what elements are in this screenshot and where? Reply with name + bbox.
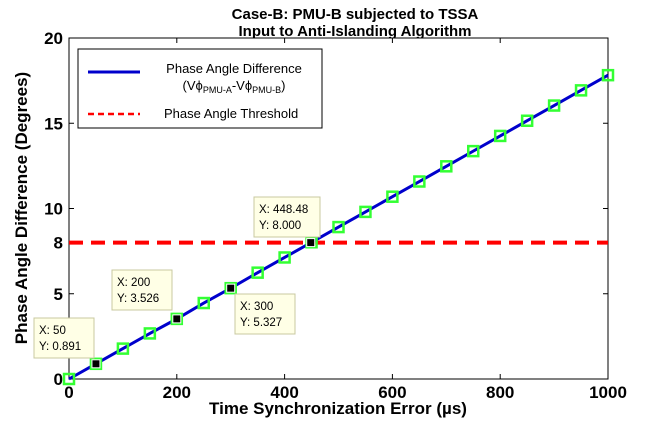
legend-label-phase-diff: Phase Angle Difference xyxy=(166,61,302,76)
data-point-marker xyxy=(359,205,372,219)
data-point-marker xyxy=(224,281,237,295)
data-point-marker xyxy=(520,114,534,127)
data-point-marker xyxy=(197,296,210,310)
x-tick-label: 400 xyxy=(270,383,298,402)
data-point-marker xyxy=(116,342,130,355)
legend-formula-suffix: ) xyxy=(281,78,285,93)
datatip-x-text: X: 200 xyxy=(117,277,150,289)
data-point-marker xyxy=(251,266,264,279)
x-tick-label: 800 xyxy=(486,383,514,402)
datatip-point xyxy=(91,359,101,369)
x-tick-label: 600 xyxy=(378,383,406,402)
data-point-marker xyxy=(278,251,291,264)
datatip-x-text: X: 448.48 xyxy=(259,204,308,216)
data-point-marker xyxy=(62,372,76,386)
legend-formula-sub-b: PMU-B xyxy=(252,85,281,95)
y-tick-label: 5 xyxy=(54,285,63,304)
data-point-marker xyxy=(493,129,507,143)
data-point-marker xyxy=(467,144,480,158)
datatips: X: 50 Y: 0.891 X: 200 Y: 3.526 X: 300 Y: 5.32… xyxy=(33,196,321,369)
phase-diff-line xyxy=(68,73,609,381)
y-tick-label: 8 xyxy=(54,234,63,253)
datatip-point xyxy=(172,314,182,324)
series-layer xyxy=(62,68,615,386)
x-tick-label: 200 xyxy=(163,383,191,402)
datatip-point xyxy=(306,238,316,248)
legend-label-formula: (VϕPMU-A-VϕPMU-B) xyxy=(183,78,286,95)
data-point-marker xyxy=(143,327,157,340)
datatip-y-text: Y: 3.526 xyxy=(117,293,159,305)
legend-formula-sub-a: PMU-A xyxy=(203,85,232,95)
datatip-x-text: X: 50 xyxy=(39,325,66,337)
datatip-box xyxy=(33,317,95,359)
y-tick-label: 10 xyxy=(44,200,63,219)
data-point-marker xyxy=(574,84,588,97)
datatip-y-text: Y: 0.891 xyxy=(39,341,81,353)
datatip-box xyxy=(253,196,321,238)
y-axis-label: Phase Angle Difference (Degrees) xyxy=(12,72,31,344)
data-point-marker xyxy=(89,357,103,371)
data-point-marker xyxy=(440,160,453,173)
datatip-point xyxy=(226,283,236,293)
chart-subtitle: Input to Anti-Islanding Algorithm xyxy=(238,23,471,40)
legend: Phase Angle Difference (VϕPMU-A-VϕPMU-B)… xyxy=(77,48,323,129)
data-point-marker xyxy=(601,68,615,82)
y-tick-label: 20 xyxy=(44,29,63,48)
y-tick-label: 15 xyxy=(44,114,63,133)
y-tick-label: 0 xyxy=(54,370,63,389)
legend-label-threshold: Phase Angle Threshold xyxy=(164,106,298,121)
datatip-y-text: Y: 5.327 xyxy=(240,317,282,329)
datatip-box xyxy=(111,269,173,311)
data-point-marker xyxy=(386,190,399,203)
legend-formula-mid: -Vϕ xyxy=(232,78,252,93)
datatip-x-text: X: 300 xyxy=(240,301,273,313)
x-tick-label: 0 xyxy=(64,383,73,402)
legend-formula-prefix: (Vϕ xyxy=(183,78,203,93)
data-point-marker xyxy=(413,175,426,188)
x-tick-label: 1000 xyxy=(589,383,627,402)
x-axis-label: Time Synchronization Error (µs) xyxy=(209,399,467,418)
x-ticks: 0 200 400 600 800 1000 xyxy=(64,38,627,402)
data-point-marker xyxy=(170,312,184,326)
datatip-box xyxy=(234,293,296,335)
data-point-marker xyxy=(547,99,561,112)
y-ticks: 0 5 8 10 15 20 xyxy=(44,29,608,389)
data-point-marker xyxy=(332,220,345,234)
datatip-y-text: Y: 8.000 xyxy=(259,220,301,232)
chart-title: Case-B: PMU-B subjected to TSSA xyxy=(232,6,479,23)
